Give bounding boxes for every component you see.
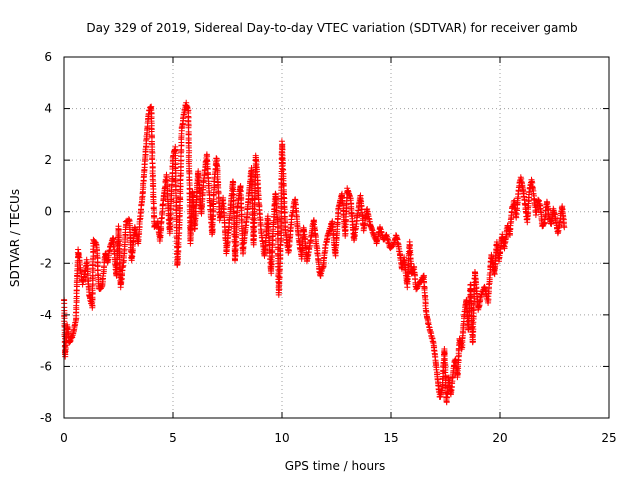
data-point	[561, 224, 568, 231]
chart-title: Day 329 of 2019, Sidereal Day-to-day VTE…	[86, 21, 577, 35]
x-tick-label: 20	[492, 431, 507, 445]
data-point	[540, 220, 547, 227]
x-tick-label: 25	[601, 431, 616, 445]
x-axis-label: GPS time / hours	[285, 459, 386, 473]
data-point	[424, 315, 431, 322]
x-tick-label: 10	[274, 431, 289, 445]
y-tick-label: -6	[40, 359, 52, 373]
y-tick-label: 4	[44, 102, 52, 116]
y-tick-label: -4	[40, 308, 52, 322]
y-tick-label: 0	[44, 205, 52, 219]
y-tick-label: 6	[44, 50, 52, 64]
data-point	[443, 394, 450, 401]
data-point	[384, 236, 391, 243]
axis-ticks: 0 5 10 15 20 25 -8 -6 -4 -2 0 2 4 6	[40, 50, 617, 445]
plot-area-border	[63, 56, 610, 419]
x-tick-label: 5	[169, 431, 177, 445]
grid-lines	[64, 57, 609, 418]
y-tick-label: -8	[40, 411, 52, 425]
y-tick-label: 2	[44, 153, 52, 167]
y-tick-label: -2	[40, 256, 52, 270]
y-axis-label: SDTVAR / TECUs	[8, 189, 22, 287]
x-tick-label: 15	[383, 431, 398, 445]
x-tick-label: 0	[60, 431, 68, 445]
data-points	[61, 99, 568, 406]
data-point	[385, 240, 392, 247]
data-point	[365, 215, 372, 222]
